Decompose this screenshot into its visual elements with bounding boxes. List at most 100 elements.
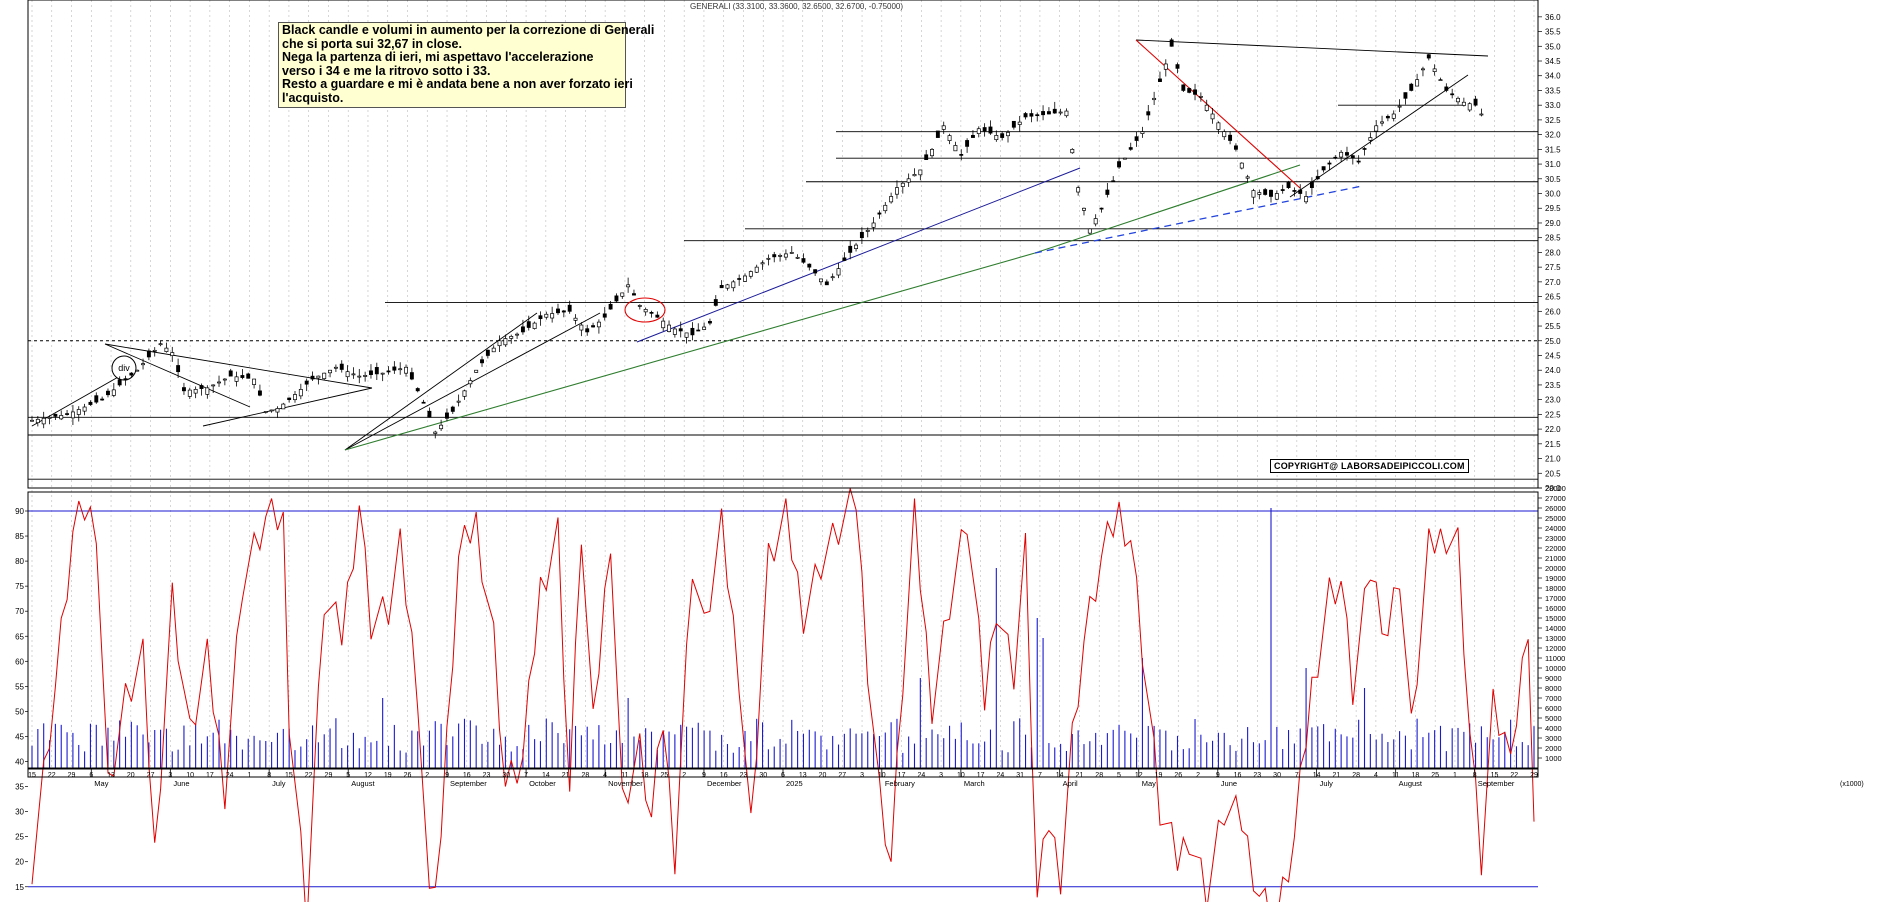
candle-black <box>1181 84 1186 91</box>
candle-black <box>1233 145 1238 150</box>
volume-tick-label: 4000 <box>1545 724 1562 733</box>
price-tick-label: 30.5 <box>1545 175 1561 184</box>
candle-black <box>719 284 724 289</box>
candle-white <box>363 375 368 377</box>
price-tick-label: 31.0 <box>1545 160 1561 169</box>
candle-black <box>965 140 970 147</box>
candle-white <box>1479 113 1484 116</box>
candle-black <box>988 126 993 134</box>
price-tick-label: 24.0 <box>1545 366 1561 375</box>
candle-white <box>912 174 917 177</box>
candle-white <box>918 169 923 176</box>
volume-tick-label: 7000 <box>1545 694 1562 703</box>
day-tick-label: 14 <box>542 772 550 779</box>
candle-white <box>474 369 479 373</box>
candle-black <box>1193 89 1197 95</box>
price-tick-label: 21.5 <box>1545 440 1561 449</box>
candle-white <box>497 340 502 347</box>
highlight-ellipse <box>624 297 666 323</box>
candle-black <box>772 254 777 258</box>
candle-white <box>222 378 227 381</box>
candle-black <box>556 308 560 314</box>
candle-white <box>1006 132 1010 137</box>
candle-white <box>743 275 747 282</box>
unit-label: (x1000) <box>1840 781 1864 788</box>
candle-black <box>982 127 987 132</box>
candle-white <box>82 406 87 412</box>
price-tick-label: 27.0 <box>1545 278 1561 287</box>
candle-white <box>187 389 192 397</box>
candle-black <box>1385 115 1390 119</box>
candle-white <box>1198 95 1203 98</box>
candle-black <box>409 372 414 380</box>
candle-black <box>842 257 847 261</box>
candle-white <box>760 262 765 265</box>
day-tick-label: 26 <box>1174 772 1182 779</box>
candle-white <box>672 328 677 335</box>
candle-white <box>263 411 268 413</box>
day-tick-label: 20 <box>819 772 827 779</box>
candle-black <box>649 312 654 314</box>
day-tick-label: 24 <box>226 772 234 779</box>
volume-tick-label: 8000 <box>1545 684 1562 693</box>
candle-white <box>59 415 64 420</box>
candle-black <box>199 385 204 389</box>
candle-black <box>1023 113 1028 118</box>
candle-white <box>626 284 631 288</box>
day-tick-label: 3 <box>860 772 864 779</box>
candle-black <box>53 413 58 417</box>
candle-black <box>1099 207 1104 210</box>
day-tick-label: 16 <box>1234 772 1242 779</box>
candle-black <box>117 379 122 386</box>
candle-black <box>1052 108 1057 114</box>
day-tick-label: 16 <box>463 772 471 779</box>
day-tick-label: 29 <box>325 772 333 779</box>
candle-black <box>1362 148 1367 150</box>
day-tick-label: 28 <box>1352 772 1360 779</box>
candle-black <box>88 401 93 405</box>
candle-white <box>35 418 40 424</box>
rsi-tick-label: 65 <box>15 632 24 641</box>
candle-white <box>158 343 163 346</box>
candle-white <box>1122 157 1127 160</box>
day-tick-label: 5 <box>1117 772 1121 779</box>
volume-tick-label: 26000 <box>1545 504 1566 513</box>
candle-white <box>854 244 859 249</box>
candle-white <box>819 278 823 283</box>
month-label: July <box>272 779 286 788</box>
candle-white <box>509 335 514 339</box>
candle-white <box>404 366 408 374</box>
month-label: August <box>351 779 375 788</box>
candle-white <box>994 135 999 141</box>
day-tick-label: 28 <box>581 772 589 779</box>
candle-black <box>877 212 882 215</box>
day-tick-label: 4 <box>1374 772 1378 779</box>
day-tick-label: 30 <box>1273 772 1281 779</box>
candle-white <box>433 431 438 434</box>
candle-black <box>591 325 596 328</box>
price-tick-label: 23.0 <box>1545 396 1561 405</box>
day-tick-label: 27 <box>838 772 846 779</box>
month-label: August <box>1399 779 1423 788</box>
candle-black <box>1105 189 1110 195</box>
candle-black <box>1269 189 1273 197</box>
day-tick-label: 28 <box>1095 772 1103 779</box>
candle-white <box>298 388 303 397</box>
candle-black <box>392 366 397 371</box>
candle-white <box>1456 97 1460 103</box>
candle-white <box>579 324 584 331</box>
candle-white <box>731 281 736 289</box>
month-label: April <box>1063 779 1078 788</box>
month-label: July <box>1320 779 1334 788</box>
candle-black <box>1187 88 1192 93</box>
candle-black <box>304 380 309 385</box>
trend-line-red <box>1135 39 1301 189</box>
candle-black <box>737 278 742 280</box>
price-tick-label: 28.0 <box>1545 248 1561 257</box>
price-tick-label: 28.5 <box>1545 234 1561 243</box>
candle-white <box>345 371 350 378</box>
candle-black <box>374 367 379 375</box>
candle-white <box>1461 101 1466 106</box>
candle-black <box>480 359 484 364</box>
